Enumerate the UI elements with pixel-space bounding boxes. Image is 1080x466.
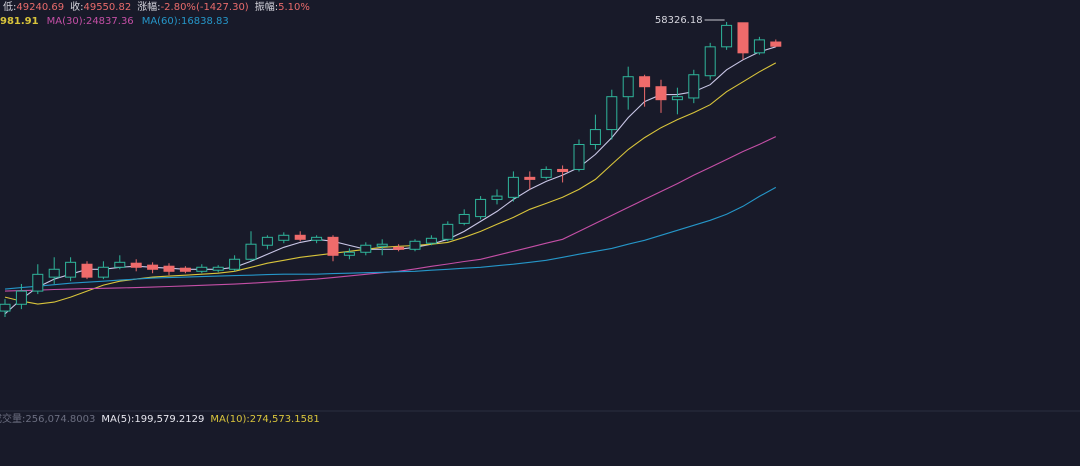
ma-line [4,186,777,290]
candle-body [639,76,651,88]
candle-body [655,86,667,101]
candle-body [425,237,437,244]
candle-body [573,144,585,170]
candle-body [475,198,487,218]
candle-body [704,46,716,77]
candle-body [97,266,109,278]
candle-body [163,265,175,272]
candle-body [671,96,683,101]
candle-body [540,168,552,178]
candle-body [0,303,11,312]
candle-body [507,176,519,198]
volume-legend-item: MA(5):199,579.2129 [101,414,204,425]
annotation-label: 58326.18 [655,15,703,26]
candle-body [229,258,241,270]
candle-body [721,24,733,48]
info-label: 涨幅: [137,0,160,13]
volume-legend: 成交量:256,074.8003 MA(5):199,579.2129 MA(10)… [0,412,320,425]
info-value: 5.10% [278,2,310,13]
candle-body [15,290,27,305]
candle-body [376,243,388,247]
candle-body [147,264,159,270]
candle-body [114,261,126,268]
candle-body [491,195,503,200]
candle-body [212,266,224,271]
candle-body [622,76,634,98]
candle-body [458,213,470,224]
candle-body [557,168,569,173]
ma-legend-item: 981.91 [0,16,39,27]
info-label: 收: [70,0,83,13]
candle-body [245,243,257,260]
info-label: 振幅: [255,0,278,13]
candle-body [196,266,208,272]
candle-body [753,39,765,54]
candle-body [524,176,536,180]
candle-body [278,234,290,241]
candle-body [327,236,339,256]
candle-body [409,240,421,250]
candle-body [261,236,273,246]
candle-body [737,22,749,54]
info-line: 低:49240.69 收:49550.82 涨幅:-2.80%(-1427.30) 振… [3,0,310,13]
candle-body [294,234,306,240]
ma-legend-item: MA(30):24837.36 [47,16,134,27]
info-value: 49240.69 [16,2,64,13]
candle-body [65,261,77,278]
candle-body [130,262,142,268]
info-label: 低: [3,0,16,13]
candle-body [688,74,700,99]
candle-body [770,41,782,47]
candle-body [343,251,355,256]
candle-body [48,268,60,278]
candle-body [311,236,323,241]
ma-legend: 981.91 MA(30):24837.36 MA(60):16838.83 [0,16,229,27]
volume-legend-item: 成交量:256,074.8003 [0,412,95,425]
candle-body [179,267,191,272]
candle-body [32,273,44,292]
candle-body [81,263,93,278]
candle-body [589,129,601,146]
ma-legend-item: MA(60):16838.83 [142,16,229,27]
info-value: 49550.82 [83,2,131,13]
candle-body [393,246,405,250]
info-value: -2.80%(-1427.30) [161,2,249,13]
candle-body [606,96,618,131]
volume-legend-item: MA(10):274,573.1581 [210,414,319,425]
candle-body [360,244,372,253]
candle-body [442,223,454,240]
